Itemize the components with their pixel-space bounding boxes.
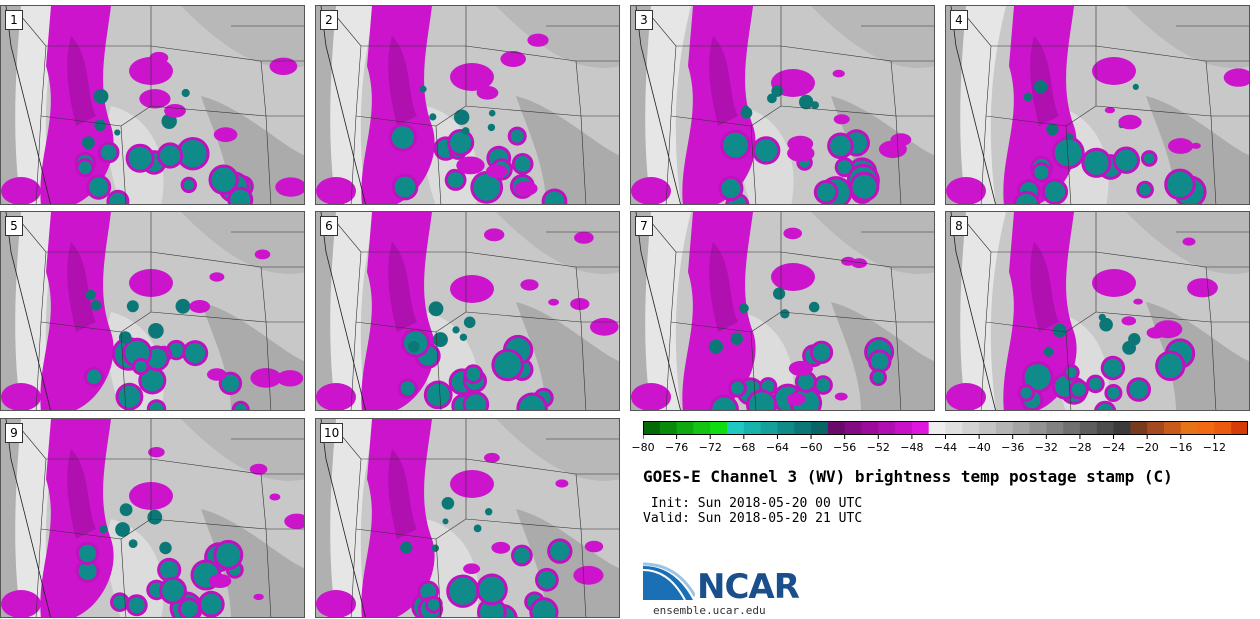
colorbar-swatch	[760, 421, 778, 435]
colorbar-swatch	[995, 421, 1014, 435]
colorbar-tick-label: −72	[698, 441, 722, 454]
colorbar-swatch	[710, 421, 728, 435]
postage-stamp-panel: 5	[0, 211, 305, 411]
postage-stamp-panel: 6	[315, 211, 620, 411]
colorbar-tick-label: −20	[1135, 441, 1159, 454]
panel-number-label: 4	[950, 10, 968, 30]
colorbar-swatch	[743, 421, 762, 435]
colorbar-swatch	[979, 421, 997, 435]
ncar-logo-icon	[643, 562, 695, 601]
init-time: Init: Sun 2018-05-20 00 UTC	[643, 496, 863, 511]
colorbar-swatch	[1231, 421, 1248, 435]
colorbar-tick-label: −52	[866, 441, 890, 454]
colorbar-tick-label: −16	[1169, 441, 1193, 454]
website-url: ensemble.ucar.edu	[653, 604, 766, 617]
colorbar-swatch	[878, 421, 896, 435]
colorbar-swatch	[1163, 421, 1182, 435]
colorbar-swatch	[1147, 421, 1165, 435]
postage-stamp-panel: 8	[945, 211, 1250, 411]
panel-number-label: 3	[635, 10, 653, 30]
colorbar-tick-label: −56	[833, 441, 857, 454]
colorbar-swatch	[1096, 421, 1115, 435]
map-image	[631, 212, 934, 410]
colorbar-swatch	[911, 421, 930, 435]
colorbar-swatch	[1046, 421, 1064, 435]
chart-title: GOES-E Channel 3 (WV) brightness temp po…	[643, 467, 1173, 486]
colorbar-swatch	[794, 421, 812, 435]
colorbar-swatch	[1029, 421, 1047, 435]
colorbar-tick-label: −32	[1034, 441, 1058, 454]
postage-stamp-panel: 10	[315, 418, 620, 618]
panel-number-label: 5	[5, 216, 23, 236]
map-image	[316, 419, 619, 617]
panel-number-label: 9	[5, 423, 23, 443]
colorbar-swatch	[861, 421, 879, 435]
map-image	[631, 6, 934, 204]
map-image	[316, 212, 619, 410]
colorbar-swatch	[777, 421, 795, 435]
colorbar-swatch	[643, 421, 661, 435]
colorbar-tick-label: −40	[967, 441, 991, 454]
colorbar-tick-label: −76	[665, 441, 689, 454]
colorbar-swatch	[1079, 421, 1098, 435]
panel-number-label: 1	[5, 10, 23, 30]
colorbar-swatch	[962, 421, 980, 435]
colorbar-swatch	[1197, 421, 1215, 435]
postage-stamp-panel: 4	[945, 5, 1250, 205]
map-image	[946, 6, 1249, 204]
colorbar	[643, 421, 1248, 439]
colorbar-swatch	[945, 421, 963, 435]
colorbar-swatch	[1180, 421, 1199, 435]
colorbar-tick-label: −80	[631, 441, 655, 454]
valid-time: Valid: Sun 2018-05-20 21 UTC	[643, 511, 863, 526]
map-image	[1, 6, 304, 204]
panel-number-label: 6	[320, 216, 338, 236]
colorbar-tick-label: −64	[765, 441, 790, 454]
colorbar-tick-label: −68	[732, 441, 756, 454]
map-image	[946, 212, 1249, 410]
colorbar-swatch	[1130, 421, 1148, 435]
ncar-logo-text: NCAR	[697, 567, 800, 607]
colorbar-tick-label: −24	[1101, 441, 1126, 454]
postage-stamp-panel: 3	[630, 5, 935, 205]
colorbar-swatch	[1214, 421, 1232, 435]
map-image	[1, 419, 304, 617]
colorbar-frame	[643, 421, 1248, 435]
colorbar-swatch	[1113, 421, 1131, 435]
colorbar-swatch	[811, 421, 829, 435]
colorbar-swatch	[844, 421, 862, 435]
colorbar-tick-label: −48	[900, 441, 924, 454]
colorbar-swatch	[659, 421, 678, 435]
colorbar-tick-label: −28	[1068, 441, 1092, 454]
map-image	[1, 212, 304, 410]
colorbar-swatch	[827, 421, 846, 435]
map-image	[316, 6, 619, 204]
colorbar-tick-label: −12	[1202, 441, 1226, 454]
postage-stamp-panel: 2	[315, 5, 620, 205]
colorbar-swatch	[928, 421, 946, 435]
postage-stamp-panel: 1	[0, 5, 305, 205]
postage-stamp-panel: 9	[0, 418, 305, 618]
colorbar-swatch	[727, 421, 745, 435]
panel-number-label: 7	[635, 216, 653, 236]
colorbar-tick-label: −60	[799, 441, 823, 454]
panel-number-label: 2	[320, 10, 338, 30]
colorbar-tick-label: −36	[1001, 441, 1025, 454]
colorbar-swatch	[693, 421, 711, 435]
colorbar-swatch	[1063, 421, 1081, 435]
panel-number-label: 10	[320, 423, 344, 443]
colorbar-swatch	[676, 421, 694, 435]
colorbar-tick-label: −44	[933, 441, 958, 454]
colorbar-swatch	[1012, 421, 1031, 435]
colorbar-swatch	[895, 421, 913, 435]
panel-number-label: 8	[950, 216, 968, 236]
postage-stamp-panel: 7	[630, 211, 935, 411]
